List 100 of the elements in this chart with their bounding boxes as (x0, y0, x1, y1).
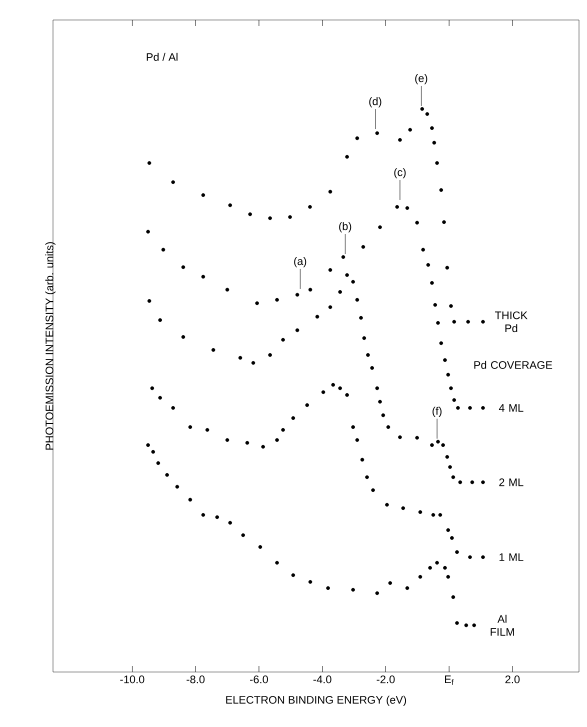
point (181, 265, 186, 270)
point (201, 513, 206, 517)
point (362, 336, 366, 340)
annotation: (d) (369, 97, 382, 108)
point (455, 550, 459, 554)
point (425, 112, 430, 116)
point (432, 140, 436, 145)
point (438, 513, 442, 517)
point (165, 473, 169, 477)
point (201, 193, 206, 197)
point (375, 131, 380, 136)
point (331, 382, 336, 387)
point (449, 386, 453, 390)
point (181, 335, 186, 339)
point (470, 480, 474, 484)
point (151, 450, 156, 454)
point (275, 298, 279, 302)
point (455, 621, 459, 625)
point (251, 360, 256, 365)
point (328, 190, 332, 194)
point (228, 520, 232, 525)
point (468, 555, 472, 560)
point (146, 443, 150, 447)
point (436, 321, 440, 325)
point (405, 586, 410, 590)
point (215, 515, 220, 520)
point (321, 390, 326, 394)
point (388, 581, 392, 585)
point (451, 595, 456, 600)
series-label: 2 ML (499, 478, 524, 486)
x-tick-label: -2.0 (376, 676, 395, 684)
point (291, 573, 296, 578)
point (315, 314, 320, 319)
point (211, 348, 216, 352)
point (481, 320, 485, 324)
point (295, 292, 300, 297)
point (472, 623, 476, 628)
point (351, 280, 355, 284)
series-label: THICK Pd (495, 311, 528, 332)
point (225, 288, 230, 292)
point (415, 220, 419, 225)
point (275, 560, 279, 565)
point (345, 154, 349, 159)
point (421, 248, 425, 252)
point (175, 484, 180, 489)
point (351, 425, 355, 429)
annotation: (c) (394, 168, 406, 178)
point (464, 623, 468, 628)
point (456, 406, 460, 410)
point (433, 303, 438, 307)
point (445, 266, 450, 270)
point (338, 386, 342, 390)
x-tick-label: E$_{f}$ (445, 676, 454, 685)
point (328, 305, 332, 310)
series-label: Al FILM (490, 614, 514, 636)
point (295, 328, 300, 332)
point (146, 230, 150, 234)
x-tick-label: -10.0 (120, 676, 144, 684)
x-tick-label: 2.0 (505, 676, 520, 684)
annotation: Pd COVERAGE (474, 360, 552, 369)
point (375, 591, 380, 596)
point (171, 406, 175, 410)
point (328, 268, 332, 272)
point (375, 386, 380, 390)
point (451, 475, 456, 480)
point (405, 206, 410, 210)
point (458, 480, 462, 484)
point (443, 358, 447, 362)
x-axis-title: ELECTRON BINDING ENERGY (eV) (226, 696, 406, 706)
point (308, 205, 312, 209)
point (408, 128, 412, 132)
point (275, 438, 279, 442)
point (401, 506, 406, 510)
point (345, 393, 349, 397)
point (428, 566, 432, 570)
point (381, 413, 386, 418)
point (158, 318, 162, 322)
annotation: (e) (415, 74, 428, 84)
point (481, 406, 485, 410)
point (308, 288, 312, 292)
point (435, 161, 439, 165)
point (326, 586, 330, 590)
point (281, 428, 285, 432)
point (418, 574, 422, 579)
point (361, 245, 366, 249)
point (291, 416, 296, 420)
point (370, 366, 374, 370)
point (258, 545, 262, 549)
point (431, 513, 436, 517)
point (398, 138, 402, 142)
point (468, 406, 472, 410)
point (430, 443, 434, 447)
point (481, 480, 485, 484)
point (205, 428, 210, 432)
point (481, 555, 485, 560)
point (452, 398, 456, 402)
point (415, 436, 419, 440)
point (418, 510, 422, 514)
point (150, 386, 154, 390)
point (443, 566, 447, 570)
